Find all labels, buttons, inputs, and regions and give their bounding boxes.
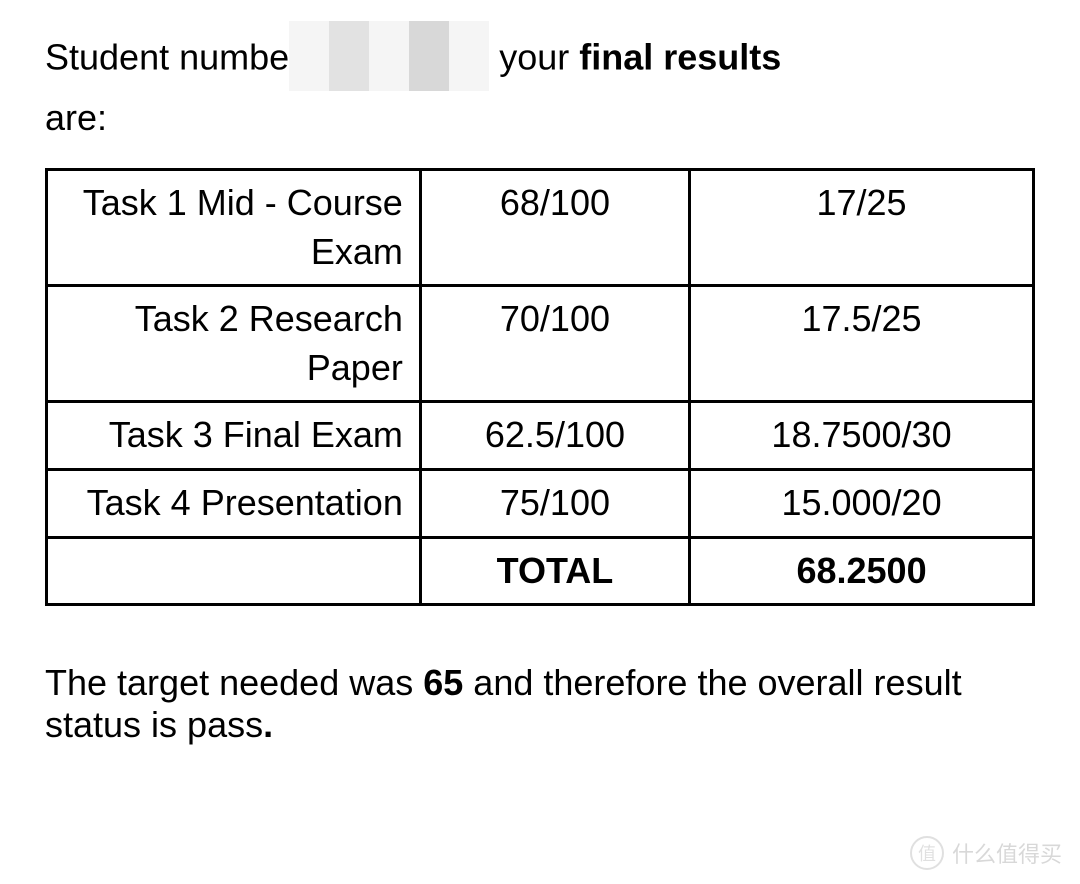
total-label-cell: TOTAL (420, 537, 689, 605)
table-row: Task 3 Final Exam 62.5/100 18.7500/30 (47, 402, 1034, 470)
total-value-cell: 68.2500 (690, 537, 1034, 605)
task-cell: Task 4 Presentation (47, 469, 421, 537)
footer-target: 65 (423, 662, 463, 703)
table-total-row: TOTAL 68.2500 (47, 537, 1034, 605)
intro-part2: your (499, 37, 579, 78)
total-empty-cell (47, 537, 421, 605)
weighted-score-cell: 15.000/20 (690, 469, 1034, 537)
redaction-block (289, 21, 499, 91)
weighted-score-cell: 17.5/25 (690, 286, 1034, 402)
intro-part3-bold: final results (579, 37, 781, 78)
task-cell: Task 2 Research Paper (47, 286, 421, 402)
task-cell: Task 1 Mid - Course Exam (47, 170, 421, 286)
watermark-icon: 值 (910, 836, 944, 870)
raw-score-cell: 68/100 (420, 170, 689, 286)
table-row: Task 1 Mid - Course Exam 68/100 17/25 (47, 170, 1034, 286)
raw-score-cell: 70/100 (420, 286, 689, 402)
watermark-circle-char: 值 (918, 840, 936, 866)
weighted-score-cell: 18.7500/30 (690, 402, 1034, 470)
intro-text: Student numbe your final results are: (45, 25, 1035, 140)
raw-score-cell: 62.5/100 (420, 402, 689, 470)
raw-score-cell: 75/100 (420, 469, 689, 537)
table-row: Task 2 Research Paper 70/100 17.5/25 (47, 286, 1034, 402)
task-cell: Task 3 Final Exam (47, 402, 421, 470)
table-row: Task 4 Presentation 75/100 15.000/20 (47, 469, 1034, 537)
footer-period: . (263, 704, 273, 745)
intro-part4: are: (45, 95, 1035, 140)
footer-text: The target needed was 65 and therefore t… (45, 662, 1035, 745)
watermark: 值 什么值得买 (910, 836, 1062, 870)
intro-part1: Student numbe (45, 37, 289, 78)
results-table: Task 1 Mid - Course Exam 68/100 17/25 Ta… (45, 168, 1035, 606)
footer-part1: The target needed was (45, 662, 423, 703)
weighted-score-cell: 17/25 (690, 170, 1034, 286)
watermark-text: 什么值得买 (952, 837, 1062, 869)
